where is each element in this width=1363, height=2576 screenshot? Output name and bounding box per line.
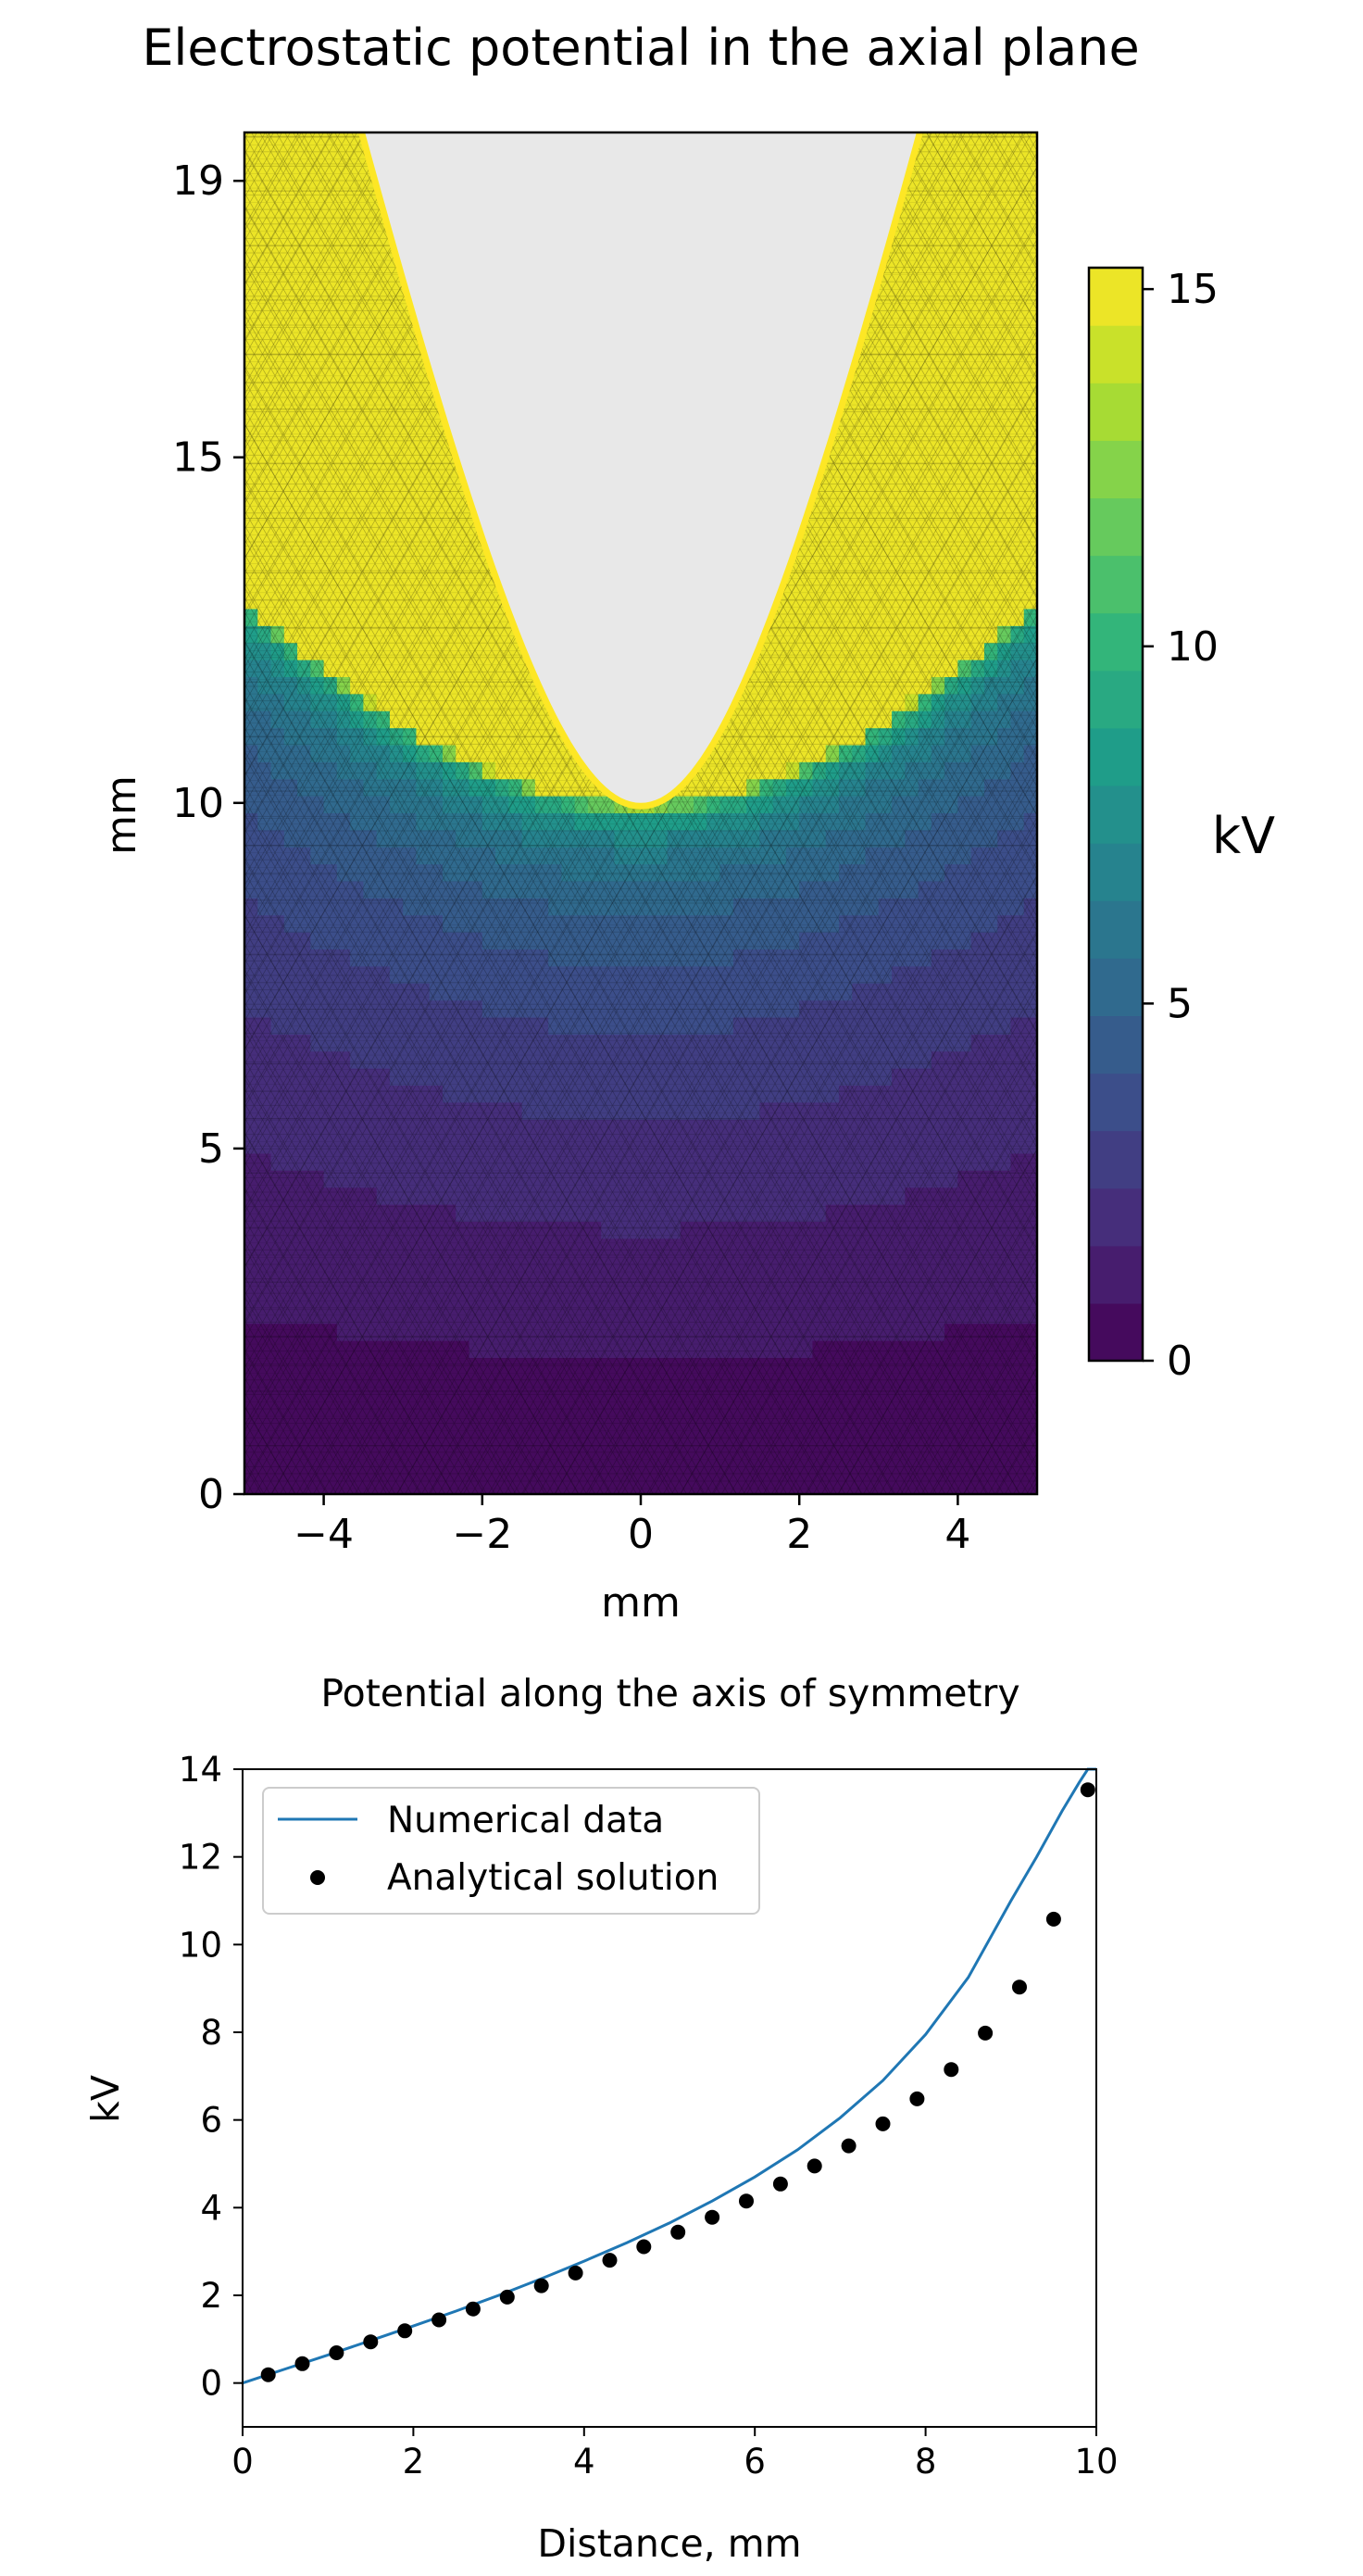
colorbar-band <box>1089 843 1143 901</box>
legend-label-numerical: Numerical data <box>387 1800 664 1841</box>
analytical-point <box>329 2345 344 2360</box>
colorbar-band <box>1089 727 1143 786</box>
line-x-axis: 0 2 4 6 8 10 <box>231 2427 1119 2482</box>
analytical-point <box>431 2312 447 2328</box>
analytical-point <box>499 2289 515 2305</box>
line-x-tick-label: 4 <box>573 2442 595 2482</box>
map-y-tick-label: 0 <box>198 1471 224 1518</box>
analytical-point <box>978 2025 994 2041</box>
analytical-point <box>739 2193 754 2209</box>
colorbar-band <box>1089 900 1143 959</box>
line-y-tick-label: 12 <box>179 1838 222 1878</box>
legend-box <box>262 1787 760 1915</box>
line-x-tick-label: 8 <box>915 2442 937 2482</box>
map-title: Electrostatic potential in the axial pla… <box>142 19 1139 77</box>
colorbar-band <box>1089 1130 1143 1189</box>
analytical-point <box>397 2323 413 2339</box>
colorbar-band <box>1089 1015 1143 1074</box>
colorbar: 0 5 10 15 kV <box>1087 266 1275 1385</box>
map-x-axis: −4 −2 0 2 4 <box>294 1494 970 1558</box>
colorbar-band <box>1089 670 1143 729</box>
colorbar-band <box>1089 440 1143 499</box>
colorbar-band <box>1089 612 1143 672</box>
line-frame <box>242 1768 1097 2428</box>
analytical-point <box>465 2301 481 2317</box>
analytical-point <box>670 2224 686 2240</box>
map-y-tick-label: 5 <box>198 1125 224 1173</box>
map-x-tick-label: 0 <box>628 1511 654 1558</box>
analytical-point <box>807 2158 822 2174</box>
colorbar-label: kV <box>1212 807 1275 865</box>
colorbar-tick-label: 15 <box>1167 266 1219 313</box>
map-x-tick-label: 4 <box>944 1511 970 1558</box>
analytical-point <box>944 2062 959 2078</box>
legend-label-analytical: Analytical solution <box>387 1857 719 1899</box>
line-x-tick-label: 10 <box>1074 2442 1118 2482</box>
colorbar-band <box>1089 958 1143 1016</box>
line-x-tick-label: 0 <box>231 2442 254 2482</box>
colorbar-tick-label: 0 <box>1167 1338 1193 1385</box>
map-y-tick-label: 19 <box>172 157 224 205</box>
analytical-point <box>1045 1911 1061 1927</box>
line-title: Potential along the axis of symmetry <box>320 1671 1019 1715</box>
legend: Numerical data Analytical solution <box>262 1787 760 1915</box>
line-y-tick-label: 0 <box>200 2364 222 2404</box>
analytical-point <box>1012 1979 1027 1995</box>
map-y-tick-label: 15 <box>172 434 224 482</box>
map-x-label: mm <box>601 1579 681 1627</box>
colorbar-band <box>1089 1187 1143 1247</box>
line-x-tick-label: 2 <box>403 2442 425 2482</box>
colorbar-band <box>1089 1302 1143 1362</box>
analytical-point <box>705 2209 720 2225</box>
map-x-tick-label: −2 <box>452 1511 512 1558</box>
electrode <box>365 132 917 803</box>
potential-map-panel: Electrostatic potential in the axial pla… <box>98 19 1275 1627</box>
line-y-tick-label: 2 <box>200 2276 222 2316</box>
line-x-tick-label: 6 <box>744 2442 766 2482</box>
line-y-axis: 0 2 4 6 8 10 12 14 <box>179 1750 243 2404</box>
line-y-tick-label: 4 <box>200 2188 222 2228</box>
line-y-tick-label: 10 <box>179 1925 222 1965</box>
analytical-point <box>294 2356 310 2371</box>
colorbar-tick-label: 5 <box>1167 980 1193 1027</box>
legend-dot-swatch <box>310 1870 325 1885</box>
analytical-point <box>875 2116 891 2131</box>
analytical-point <box>260 2367 276 2382</box>
colorbar-band <box>1089 1245 1143 1304</box>
line-y-tick-label: 8 <box>200 2013 222 2053</box>
analytical-point <box>602 2253 618 2268</box>
analytical-point <box>568 2265 583 2281</box>
analytical-point <box>363 2334 379 2350</box>
analytical-point <box>841 2138 857 2154</box>
map-x-tick-label: 2 <box>786 1511 812 1558</box>
colorbar-bands <box>1089 268 1143 1362</box>
map-y-tick-label: 10 <box>172 780 224 827</box>
map-x-tick-label: −4 <box>294 1511 354 1558</box>
colorbar-frame <box>1087 266 1144 1363</box>
analytical-point <box>772 2176 788 2192</box>
colorbar-band <box>1089 1073 1143 1132</box>
colorbar-band <box>1089 268 1143 326</box>
map-y-label: mm <box>98 775 145 855</box>
line-x-label: Distance, mm <box>537 2521 801 2566</box>
colorbar-tick-label: 10 <box>1167 623 1219 671</box>
line-y-tick-label: 6 <box>200 2101 222 2141</box>
colorbar-band <box>1089 497 1143 557</box>
colorbar-ticks: 0 5 10 15 <box>1143 266 1219 1385</box>
colorbar-band <box>1089 383 1143 441</box>
map-y-axis: 0 5 10 15 19 <box>172 157 244 1518</box>
analytical-point <box>1080 1782 1095 1798</box>
colorbar-band <box>1089 555 1143 614</box>
line-y-label: kV <box>83 2075 128 2123</box>
axis-potential-panel: Potential along the axis of symmetry 0 2 4… <box>83 1671 1119 2566</box>
line-y-tick-label: 14 <box>179 1750 222 1790</box>
analytical-solution-points <box>260 1782 1095 2382</box>
analytical-point <box>533 2278 549 2293</box>
analytical-point <box>636 2239 652 2255</box>
colorbar-band <box>1089 785 1143 844</box>
analytical-point <box>909 2091 925 2106</box>
colorbar-band <box>1089 325 1143 383</box>
